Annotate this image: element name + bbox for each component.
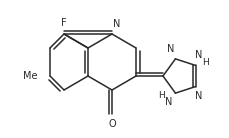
Text: N: N bbox=[195, 50, 202, 60]
Text: F: F bbox=[61, 18, 67, 28]
Text: N: N bbox=[195, 91, 202, 101]
Text: H: H bbox=[202, 58, 209, 67]
Text: O: O bbox=[108, 119, 116, 129]
Text: N: N bbox=[165, 97, 172, 107]
Text: N: N bbox=[113, 19, 121, 29]
Text: N: N bbox=[167, 44, 174, 54]
Text: Me: Me bbox=[23, 71, 37, 81]
Text: H: H bbox=[158, 91, 165, 100]
